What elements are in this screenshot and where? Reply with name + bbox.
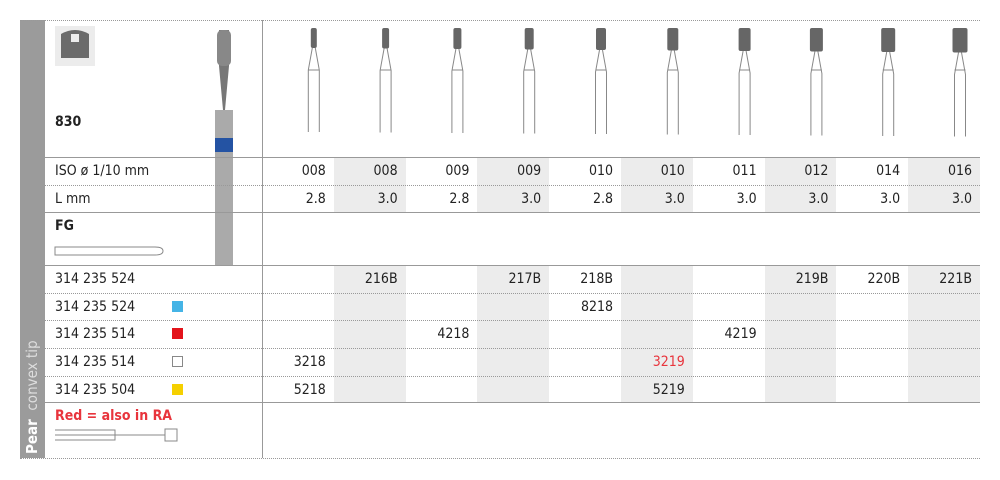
bur-drawing — [595, 28, 607, 134]
rule — [45, 212, 980, 213]
length-value: 3.0 — [951, 191, 972, 207]
iso-value: 008 — [373, 163, 398, 179]
length-value: 2.8 — [305, 191, 326, 207]
bur-drawing — [881, 28, 896, 136]
cell: 5218 — [293, 382, 326, 398]
length-label: L mm — [55, 191, 91, 207]
cell: 5219 — [652, 382, 685, 398]
cell: 8218 — [580, 299, 613, 315]
bur-drawing — [666, 28, 679, 135]
bur-drawing — [307, 28, 320, 132]
bur-drawing — [952, 28, 968, 137]
length-value: 3.0 — [808, 191, 829, 207]
swatch — [172, 328, 183, 339]
length-value: 3.0 — [736, 191, 757, 207]
cell: 219B — [795, 271, 829, 287]
bottom-rule — [20, 458, 980, 459]
cell: 3218 — [293, 354, 326, 370]
cell: 217B — [508, 271, 542, 287]
column-shade — [764, 157, 837, 212]
code: 830 — [55, 114, 82, 130]
top-rule — [20, 20, 980, 21]
cell: 4218 — [437, 326, 470, 342]
side-title-bold: Pear — [23, 419, 41, 454]
bur-drawing — [379, 28, 392, 133]
rule — [45, 293, 980, 294]
column-shade — [477, 265, 550, 402]
length-value: 3.0 — [880, 191, 901, 207]
column-shade — [908, 157, 980, 212]
column-shade — [908, 265, 980, 402]
column-shade — [764, 265, 837, 402]
swatch — [172, 384, 183, 395]
rule — [45, 376, 980, 377]
iso-value: 016 — [947, 163, 972, 179]
bur-drawing — [738, 28, 751, 135]
length-value: 2.8 — [449, 191, 470, 207]
drawings — [54, 26, 968, 442]
iso-value: 010 — [588, 163, 613, 179]
side-title-text: convex tip — [23, 340, 41, 411]
reference: 314 235 514 — [55, 354, 136, 370]
rule — [45, 157, 980, 158]
column-shade — [621, 157, 693, 212]
cell: 4219 — [724, 326, 757, 342]
cell: 3219 — [652, 354, 685, 370]
iso-value: 009 — [445, 163, 470, 179]
length-value: 3.0 — [521, 191, 542, 207]
iso-value: 008 — [301, 163, 326, 179]
rule — [45, 185, 980, 186]
iso-label: ISO ø 1/10 mm — [55, 163, 150, 179]
cell: 220B — [867, 271, 901, 287]
side-title: Pear convex tip — [20, 16, 45, 458]
shank: FG — [55, 218, 74, 234]
length-value: 3.0 — [377, 191, 398, 207]
bur-drawing — [451, 28, 464, 133]
bur-drawing — [523, 28, 536, 134]
rule — [45, 348, 980, 349]
divider — [262, 20, 263, 458]
cell: 221B — [939, 271, 972, 287]
rule — [45, 402, 980, 403]
length-value: 2.8 — [592, 191, 613, 207]
iso-value: 011 — [732, 163, 757, 179]
column-shade — [477, 157, 550, 212]
rule — [45, 320, 980, 321]
iso-value: 009 — [517, 163, 542, 179]
side-bar — [20, 20, 45, 458]
rule — [45, 265, 980, 266]
swatch — [172, 356, 183, 367]
reference: 314 235 514 — [55, 326, 136, 342]
reference: 314 235 504 — [55, 382, 136, 398]
bur-drawing — [809, 28, 823, 136]
cell: 216B — [364, 271, 398, 287]
column-shade — [621, 265, 693, 402]
note: Red = also in RA — [55, 408, 173, 424]
iso-value: 012 — [804, 163, 829, 179]
cell: 218B — [580, 271, 613, 287]
length-value: 3.0 — [664, 191, 685, 207]
swatch — [172, 301, 183, 312]
reference: 314 235 524 — [55, 271, 136, 287]
column-shade — [333, 157, 406, 212]
iso-value: 014 — [876, 163, 901, 179]
iso-value: 010 — [660, 163, 685, 179]
column-shade — [333, 265, 406, 402]
reference: 314 235 524 — [55, 299, 136, 315]
